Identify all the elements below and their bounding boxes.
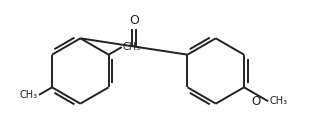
- Text: CH₃: CH₃: [20, 90, 38, 100]
- Text: CH₃: CH₃: [123, 42, 141, 52]
- Text: CH₃: CH₃: [270, 96, 288, 106]
- Text: O: O: [129, 14, 139, 27]
- Text: O: O: [251, 95, 260, 108]
